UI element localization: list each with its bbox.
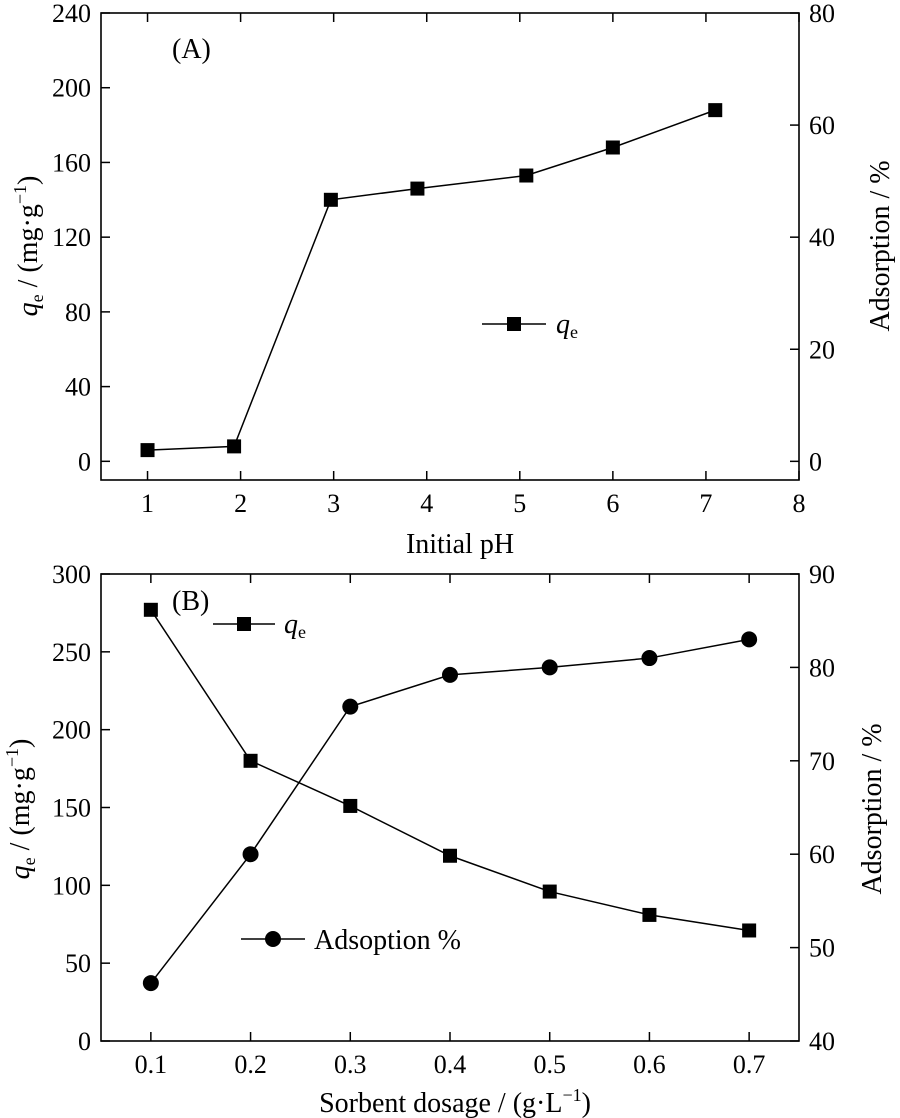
data-point-circle (541, 659, 558, 676)
x-tick-label: 0.4 (434, 1050, 467, 1079)
data-point-square (642, 907, 657, 922)
panel-a-label: (A) (172, 34, 211, 65)
y-right-tick-label: 40 (809, 223, 835, 252)
y-right-tick-label: 90 (809, 560, 835, 589)
data-point-circle (741, 631, 758, 648)
x-tick-label: 0.3 (334, 1050, 367, 1079)
y-left-tick-label: 120 (52, 223, 91, 252)
panel-a-markers (140, 103, 723, 458)
data-point-circle (442, 666, 458, 683)
y-left-tick-label: 50 (65, 949, 91, 978)
y-left-tick-label: 240 (52, 0, 91, 28)
panel-a-legend-marker (507, 317, 521, 331)
data-point-circle (342, 698, 359, 715)
data-point-square (410, 181, 425, 196)
y-left-tick-label: 300 (52, 560, 91, 589)
y-right-tick-label: 70 (809, 747, 835, 776)
panel-b-y-right-axis-label: Adsorption / % (857, 723, 888, 894)
y-right-tick-label: 40 (809, 1027, 835, 1056)
panel-b-legend-adsorption-label: Adsoption % (314, 925, 461, 956)
data-point-circle (142, 975, 159, 992)
y-left-tick-label: 200 (52, 74, 91, 103)
panel-a-x-axis-label: Initial pH (406, 529, 514, 560)
panel-b-legend-qe: qe (213, 609, 306, 642)
panel-b-legend-qe-label: qe (284, 609, 306, 642)
panel-b-x-axis-label: Sorbent dosage / (g·L−1) (319, 1085, 591, 1118)
y-left-tick-label: 40 (65, 373, 91, 402)
panel-b-legend-adsorption: Adsoption % (241, 925, 461, 956)
panel-b-ticks: 0.1 0.2 0.3 0.4 0.5 0.6 0.7 0 50 100 150 200 250 300 4… (52, 560, 835, 1079)
y-left-tick-label: 250 (52, 638, 91, 667)
data-point-square (143, 602, 158, 617)
y-right-tick-label: 80 (809, 653, 835, 682)
panel-a-legend-label: qe (556, 309, 578, 342)
panel-b-chart: 0.1 0.2 0.3 0.4 0.5 0.6 0.7 0 50 100 150 200 250 300 4… (2, 560, 888, 1118)
x-tick-label: 8 (793, 489, 806, 518)
data-point-square (443, 848, 457, 863)
x-tick-label: 7 (699, 489, 712, 518)
y-left-tick-label: 100 (52, 871, 91, 900)
data-point-square (605, 140, 620, 155)
x-tick-label: 6 (606, 489, 619, 518)
x-tick-label: 3 (327, 489, 340, 518)
series-line-0 (150, 609, 750, 932)
x-tick-label: 2 (234, 489, 247, 518)
x-tick-label: 0.5 (533, 1050, 566, 1079)
x-tick-label: 0.6 (633, 1050, 666, 1079)
panel-b-label: (B) (172, 586, 209, 617)
panel-b-y-left-axis-label: qe / (mg·g−1) (2, 739, 39, 880)
y-right-tick-label: 80 (809, 0, 835, 28)
x-tick-label: 0.1 (135, 1050, 168, 1079)
panel-b-markers (142, 602, 758, 992)
data-point-square (519, 168, 534, 183)
data-point-square (742, 923, 757, 938)
y-right-tick-label: 0 (809, 447, 822, 476)
panel-a-legend: qe (482, 309, 578, 342)
y-right-tick-label: 20 (809, 335, 835, 364)
y-right-tick-label: 50 (809, 934, 835, 963)
data-point-square (140, 443, 155, 458)
y-left-tick-label: 80 (65, 298, 91, 327)
panel-a-plot-frame (100, 12, 800, 481)
y-left-tick-label: 0 (78, 447, 91, 476)
x-tick-label: 5 (513, 489, 526, 518)
panel-b-legend-qe-marker (237, 617, 251, 631)
series-line-0 (147, 109, 716, 451)
x-tick-label: 4 (420, 489, 433, 518)
data-point-circle (242, 846, 259, 863)
data-point-square (243, 753, 258, 768)
data-point-circle (641, 650, 658, 667)
data-point-square (227, 439, 242, 454)
y-left-tick-label: 200 (52, 716, 91, 745)
x-tick-label: 0.7 (733, 1050, 766, 1079)
y-left-tick-label: 150 (52, 794, 91, 823)
y-right-tick-label: 60 (809, 111, 835, 140)
y-left-tick-label: 160 (52, 148, 91, 177)
x-tick-label: 0.2 (234, 1050, 267, 1079)
data-point-square (343, 798, 358, 813)
panel-b-legend-adsorption-marker (265, 931, 281, 947)
y-right-tick-label: 60 (809, 840, 835, 869)
data-point-square (542, 884, 557, 899)
panel-a-lines (147, 109, 716, 451)
panel-b-plot-frame (100, 573, 800, 1042)
data-point-square (323, 192, 338, 207)
panel-a-y-right-axis-label: Adsorption / % (865, 160, 896, 331)
panel-a-y-left-axis-label: qe / (mg·g−1) (10, 176, 47, 317)
y-left-tick-label: 0 (78, 1027, 91, 1056)
x-tick-label: 1 (141, 489, 154, 518)
data-point-square (708, 103, 723, 118)
